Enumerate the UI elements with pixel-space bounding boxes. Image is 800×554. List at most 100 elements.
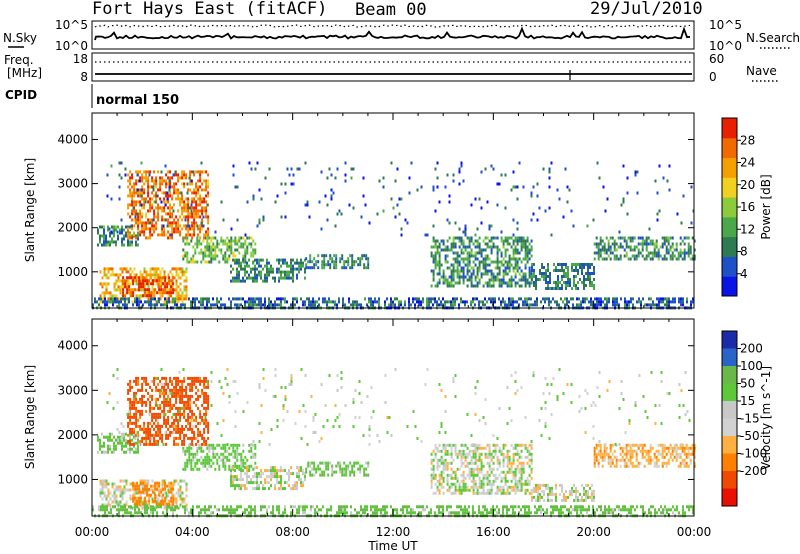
heatmap-cell xyxy=(139,276,142,280)
heatmap-cell xyxy=(206,300,208,304)
heatmap-cell xyxy=(312,297,314,301)
heatmap-cell xyxy=(506,284,509,288)
heatmap-cell xyxy=(649,455,652,459)
heatmap-cell xyxy=(644,303,646,307)
heatmap-cell xyxy=(236,248,239,252)
heatmap-cell xyxy=(156,291,159,295)
heatmap-cell xyxy=(99,294,102,298)
heatmap-cell xyxy=(454,297,456,301)
heatmap-cell xyxy=(347,263,350,267)
heatmap-cell xyxy=(200,242,203,246)
heatmap-cell xyxy=(622,164,625,168)
heatmap-cell xyxy=(166,285,169,289)
heatmap-cell xyxy=(516,185,519,189)
heatmap-cell xyxy=(533,269,535,272)
heatmap-cell xyxy=(278,475,280,479)
heatmap-cell xyxy=(596,161,599,165)
heatmap-cell xyxy=(547,266,549,269)
heatmap-cell xyxy=(611,242,614,246)
heatmap-cell xyxy=(105,282,108,286)
heatmap-cell xyxy=(468,254,471,258)
heatmap-cell xyxy=(480,272,483,276)
heatmap-cell xyxy=(226,236,229,240)
heatmap-cell xyxy=(113,273,116,277)
heatmap-cell xyxy=(270,469,272,473)
heatmap-cell xyxy=(162,493,165,497)
heatmap-cell xyxy=(460,491,463,495)
heatmap-cell xyxy=(137,444,139,448)
heatmap-cell xyxy=(689,245,692,249)
heatmap-cell xyxy=(629,239,632,243)
heatmap-cell xyxy=(186,191,189,195)
heatmap-cell xyxy=(260,258,262,262)
heatmap-cell xyxy=(508,281,511,285)
heatmap-cell xyxy=(137,215,140,219)
heatmap-cell xyxy=(101,282,104,286)
heatmap-cell xyxy=(337,464,340,468)
heatmap-cell xyxy=(680,303,682,307)
heatmap-cell xyxy=(528,491,531,495)
heatmap-cell xyxy=(149,185,152,189)
heatmap-cell xyxy=(460,461,463,465)
heatmap-cell xyxy=(270,466,272,470)
heatmap-cell xyxy=(157,209,160,213)
heatmap-cell xyxy=(177,179,180,183)
heatmap-cell xyxy=(561,266,563,269)
heatmap-cell xyxy=(103,494,106,498)
heatmap-cell xyxy=(460,458,463,462)
heatmap-cell xyxy=(446,452,449,456)
heatmap-cell xyxy=(129,182,132,186)
heatmap-cell xyxy=(492,482,495,486)
heatmap-cell xyxy=(345,266,348,270)
heatmap-cell xyxy=(637,242,640,246)
heatmap-cell xyxy=(188,224,191,228)
heatmap-cell xyxy=(655,455,658,459)
heatmap-cell xyxy=(655,254,658,258)
heatmap-cell xyxy=(565,263,567,266)
heatmap-cell xyxy=(284,300,286,304)
heatmap-cell xyxy=(188,446,191,450)
heatmap-cell xyxy=(478,491,481,495)
heatmap-cell xyxy=(133,233,136,237)
heatmap-cell xyxy=(613,254,616,258)
heatmap-cell xyxy=(152,279,155,283)
heatmap-cell xyxy=(462,266,465,270)
heatmap-cell xyxy=(516,449,519,453)
heatmap-cell xyxy=(274,469,276,473)
heatmap-cell xyxy=(167,176,170,180)
heatmap-cell xyxy=(567,278,569,281)
heatmap-cell xyxy=(446,479,449,483)
heatmap-cell xyxy=(516,482,519,486)
heatmap-cell xyxy=(506,485,509,489)
heatmap-cell xyxy=(126,276,129,280)
heatmap-cell xyxy=(137,221,140,225)
heatmap-cell xyxy=(680,300,682,304)
heatmap-cell xyxy=(478,470,481,474)
heatmap-cell xyxy=(683,248,686,252)
heatmap-cell xyxy=(205,170,208,174)
heatmap-cell xyxy=(635,458,638,462)
heatmap-cell xyxy=(637,248,640,252)
heatmap-cell xyxy=(663,443,666,447)
heatmap-cell xyxy=(512,248,515,252)
heatmap-cell xyxy=(530,467,533,471)
heatmap-cell xyxy=(238,297,240,301)
heatmap-cell xyxy=(230,300,232,304)
heatmap-cell xyxy=(208,236,211,240)
heatmap-cell xyxy=(438,479,441,483)
heatmap-cell xyxy=(645,458,648,462)
heatmap-cell xyxy=(536,300,538,304)
heatmap-cell xyxy=(142,282,145,286)
heatmap-cell xyxy=(496,443,499,447)
heatmap-cell xyxy=(304,472,306,476)
heatmap-cell xyxy=(458,467,461,471)
heatmap-cell xyxy=(608,297,610,301)
heatmap-cell xyxy=(207,218,210,222)
heatmap-cell xyxy=(548,297,550,301)
heatmap-cell xyxy=(458,182,461,186)
heatmap-cell xyxy=(172,282,175,286)
heatmap-cell xyxy=(524,239,527,243)
heatmap-cell xyxy=(145,224,148,228)
heatmap-cell xyxy=(547,492,549,496)
heatmap-cell xyxy=(502,281,505,285)
